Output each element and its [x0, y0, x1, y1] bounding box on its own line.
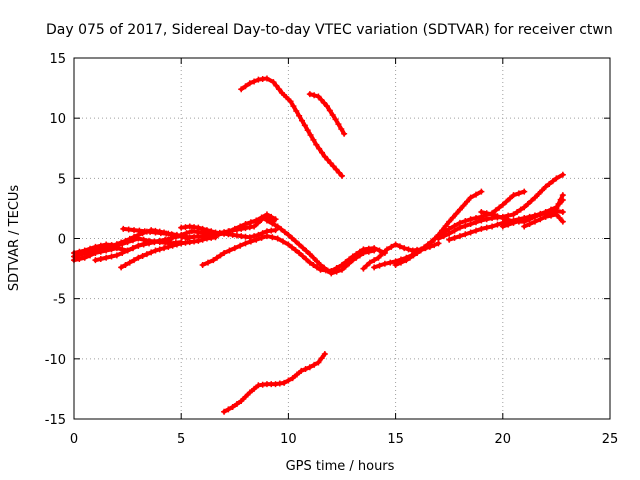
- y-tick-label: -15: [45, 413, 66, 428]
- series-markers: [178, 223, 279, 241]
- y-tick-label: -5: [53, 293, 66, 308]
- y-tick-label: 15: [49, 52, 66, 67]
- y-tick-label: 10: [49, 112, 66, 127]
- series-arc-17: [521, 211, 566, 230]
- plot-series: [71, 75, 566, 415]
- grid: [74, 58, 610, 419]
- y-tick-label: 0: [58, 233, 66, 248]
- series-markers: [120, 225, 191, 242]
- x-tick-label: 20: [495, 432, 512, 447]
- series-markers: [238, 75, 345, 179]
- series-arc-11: [371, 188, 485, 271]
- x-tick-label: 0: [70, 432, 78, 447]
- series-arc-high-1: [238, 75, 345, 179]
- y-tick-label: 5: [58, 172, 66, 187]
- series-markers: [499, 192, 566, 230]
- series-arc-12: [392, 188, 528, 268]
- series-arc-high-2: [306, 91, 348, 137]
- series-line: [372, 189, 484, 270]
- series-arc-9: [263, 217, 378, 277]
- series-markers: [306, 91, 348, 137]
- series-markers: [263, 217, 378, 277]
- y-axis-label: SDTVAR / TECUs: [7, 185, 22, 292]
- series-arc-6: [120, 225, 191, 242]
- y-axis-ticks: 15 10 5 0 -5 -10 -15: [45, 52, 610, 428]
- x-axis-ticks: 0 5 10 15 20 25: [70, 58, 618, 447]
- series-arc-5: [118, 234, 219, 271]
- series-line: [307, 92, 347, 136]
- x-tick-label: 5: [177, 432, 185, 447]
- series-line: [239, 76, 344, 178]
- series-markers: [221, 351, 328, 415]
- x-axis-label: GPS time / hours: [286, 459, 395, 474]
- x-tick-label: 10: [280, 432, 297, 447]
- series-arc-low-1: [221, 351, 328, 415]
- series-line: [222, 352, 327, 414]
- chart-title: Day 075 of 2017, Sidereal Day-to-day VTE…: [46, 22, 613, 38]
- x-tick-label: 15: [387, 432, 404, 447]
- series-arc-7: [178, 223, 279, 241]
- series-markers: [371, 188, 485, 271]
- x-tick-label: 25: [602, 432, 619, 447]
- series-markers: [392, 188, 528, 268]
- series-line: [200, 234, 387, 273]
- series-markers: [118, 234, 219, 271]
- y-tick-label: -10: [45, 353, 66, 368]
- series-arc-16: [499, 192, 566, 230]
- series-markers: [521, 211, 566, 230]
- series-arc-8: [199, 233, 388, 274]
